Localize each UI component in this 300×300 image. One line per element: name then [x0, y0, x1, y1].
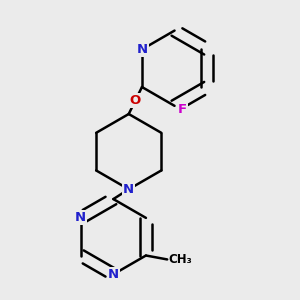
Text: CH₃: CH₃ [169, 253, 193, 266]
Text: N: N [108, 268, 119, 281]
Text: N: N [136, 43, 148, 56]
Text: F: F [178, 103, 187, 116]
Text: N: N [75, 212, 86, 224]
Text: N: N [123, 183, 134, 196]
Text: O: O [130, 94, 141, 107]
